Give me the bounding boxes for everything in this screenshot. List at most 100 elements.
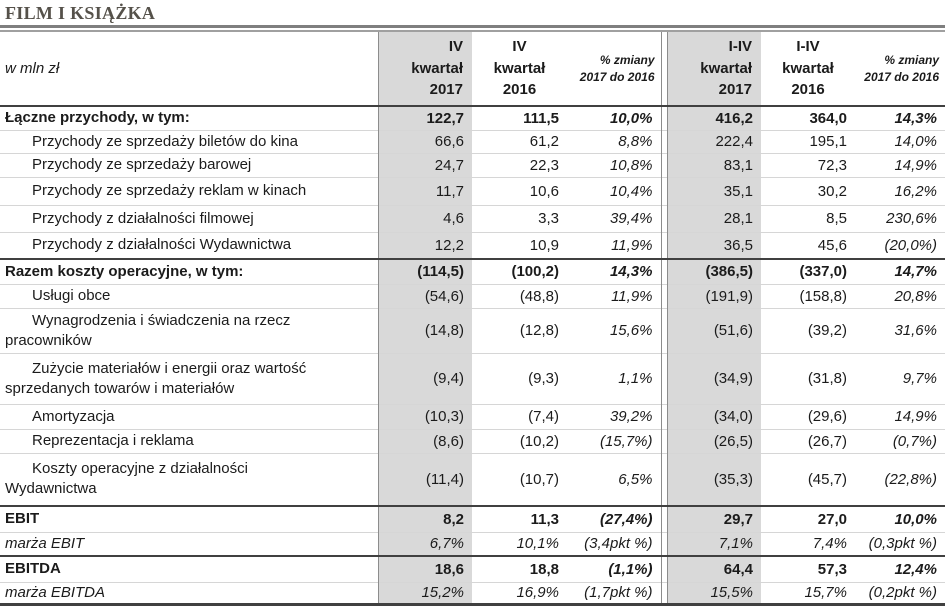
column-group-gap — [660, 555, 668, 582]
table-row: Przychody ze sprzedaży reklam w kinach 11… — [0, 176, 945, 205]
table-row: Przychody z działalności Wydawnictwa 12,2… — [0, 231, 945, 259]
row-label: Przychody ze sprzedaży barowej — [0, 152, 378, 177]
row-label: EBITDA — [0, 555, 378, 582]
value-cell: 16,9% — [472, 581, 567, 604]
value-cell: 11,9% — [567, 283, 661, 308]
value-cell: (191,9) — [667, 283, 761, 308]
unit-label: w mln zł — [0, 31, 378, 107]
value-cell: 36,5 — [667, 231, 761, 259]
header-line: 2017 do 2016 — [864, 69, 939, 84]
value-cell: 16,2% — [855, 176, 945, 205]
table-row: Zużycie materiałów i energii oraz wartoś… — [0, 352, 945, 404]
value-cell: (337,0) — [761, 258, 855, 284]
table-row: Reprezentacja i reklama (8,6) (10,2) (15,7%… — [0, 428, 945, 453]
value-cell: 15,2% — [377, 581, 472, 604]
table-row: Amortyzacja (10,3) (7,4) 39,2% (34,0) (29,6) 1… — [0, 403, 945, 429]
value-cell: 11,9% — [567, 231, 661, 259]
value-cell: 3,3 — [472, 204, 567, 232]
column-group-gap — [660, 204, 668, 232]
column-group-gap — [660, 152, 668, 177]
value-cell: 11,3 — [472, 505, 567, 532]
column-header-q1-4-2017: I-IV kwartał 2017 — [667, 31, 761, 107]
value-cell: 10,0% — [855, 505, 945, 532]
header-line: I-IV — [728, 37, 752, 55]
value-cell: 35,1 — [667, 176, 761, 205]
value-cell: (15,7%) — [567, 428, 661, 453]
value-cell: 222,4 — [667, 129, 761, 153]
value-cell: 24,7 — [377, 152, 472, 177]
value-cell: 20,8% — [855, 283, 945, 308]
header-line: kwartał — [493, 59, 546, 77]
row-label: Przychody z działalności Wydawnictwa — [0, 231, 378, 259]
row-label: Reprezentacja i reklama — [0, 428, 378, 453]
value-cell: 18,6 — [377, 555, 472, 582]
column-header-change-q4: % zmiany 2017 do 2016 — [567, 31, 661, 107]
value-cell: (9,3) — [472, 352, 567, 404]
value-cell: 14,9% — [855, 403, 945, 429]
column-group-gap — [660, 403, 668, 429]
value-cell: 14,7% — [855, 258, 945, 284]
value-cell: (0,3pkt %) — [855, 531, 945, 556]
value-cell: 6,7% — [377, 531, 472, 556]
value-cell: 30,2 — [761, 176, 855, 205]
value-cell: 14,9% — [855, 152, 945, 177]
column-header-change-q1-4: % zmiany 2017 do 2016 — [855, 31, 945, 107]
value-cell: (14,8) — [377, 307, 472, 353]
column-header-q4-2016: IV kwartał 2016 — [472, 31, 567, 107]
value-cell: 66,6 — [377, 129, 472, 153]
value-cell: (29,6) — [761, 403, 855, 429]
value-cell: 15,6% — [567, 307, 661, 353]
table-row: EBIT 8,2 11,3 (27,4%) 29,7 27,0 10,0% — [0, 505, 945, 532]
row-label: Razem koszty operacyjne, w tym: — [0, 258, 378, 284]
value-cell: (34,9) — [667, 352, 761, 404]
row-label: Łączne przychody, w tym: — [5, 109, 190, 127]
value-cell: 14,3% — [567, 258, 661, 284]
value-cell: (1,1%) — [567, 555, 661, 582]
header-line: kwartał — [411, 59, 463, 77]
header-line: kwartał — [782, 59, 834, 77]
header-line: % zmiany — [599, 52, 655, 67]
row-label: Przychody ze sprzedaży reklam w kinach — [0, 176, 378, 205]
value-cell: (0,7%) — [855, 428, 945, 453]
value-cell: 416,2 — [667, 106, 761, 130]
header-line: IV — [448, 37, 463, 55]
value-cell: (54,6) — [377, 283, 472, 308]
value-cell: (10,2) — [472, 428, 567, 453]
value-cell: 8,2 — [377, 505, 472, 532]
table-row: EBITDA 18,6 18,8 (1,1%) 64,4 57,3 12,4% — [0, 555, 945, 582]
value-cell: 14,0% — [855, 129, 945, 153]
value-cell: 11,7 — [377, 176, 472, 205]
header-line: 2017 do 2016 — [579, 69, 655, 84]
header-row: w mln zł IV kwartał 2017 IV kwartał 2016… — [0, 31, 945, 107]
value-cell: 195,1 — [761, 129, 855, 153]
value-cell: 7,4% — [761, 531, 855, 556]
value-cell: (45,7) — [761, 452, 855, 506]
value-cell: (8,6) — [377, 428, 472, 453]
row-label: marża EBITDA — [0, 581, 378, 604]
value-cell: (51,6) — [667, 307, 761, 353]
table-row: marża EBITDA 15,2% 16,9% (1,7pkt %) 15,5% 15,… — [0, 581, 945, 604]
row-label: Przychody ze sprzedaży biletów do kina — [0, 129, 378, 153]
table-row: Wynagrodzenia i świadczenia na rzecz pra… — [0, 307, 945, 353]
value-cell: 57,3 — [761, 555, 855, 582]
table-row: Usługi obce (54,6) (48,8) 11,9% (191,9) (158,… — [0, 283, 945, 308]
value-cell: (386,5) — [667, 258, 761, 284]
column-header-q4-2017: IV kwartał 2017 — [377, 31, 472, 107]
financial-table: w mln zł IV kwartał 2017 IV kwartał 2016… — [0, 30, 945, 606]
row-label: EBIT — [0, 505, 378, 532]
column-group-gap — [660, 307, 668, 353]
column-group-gap — [660, 129, 668, 153]
value-cell: 39,4% — [567, 204, 661, 232]
value-cell: (34,0) — [667, 403, 761, 429]
column-group-gap — [660, 31, 668, 107]
value-cell: 122,7 — [377, 106, 472, 130]
value-cell: 8,8% — [567, 129, 661, 153]
column-group-gap — [660, 452, 668, 506]
value-cell: 111,5 — [523, 109, 559, 127]
value-cell: 14,3% — [894, 109, 937, 127]
value-cell: 230,6% — [855, 204, 945, 232]
column-group-gap — [660, 106, 668, 130]
value-cell: (100,2) — [472, 258, 567, 284]
value-cell: (3,4pkt %) — [567, 531, 661, 556]
value-cell: 83,1 — [667, 152, 761, 177]
